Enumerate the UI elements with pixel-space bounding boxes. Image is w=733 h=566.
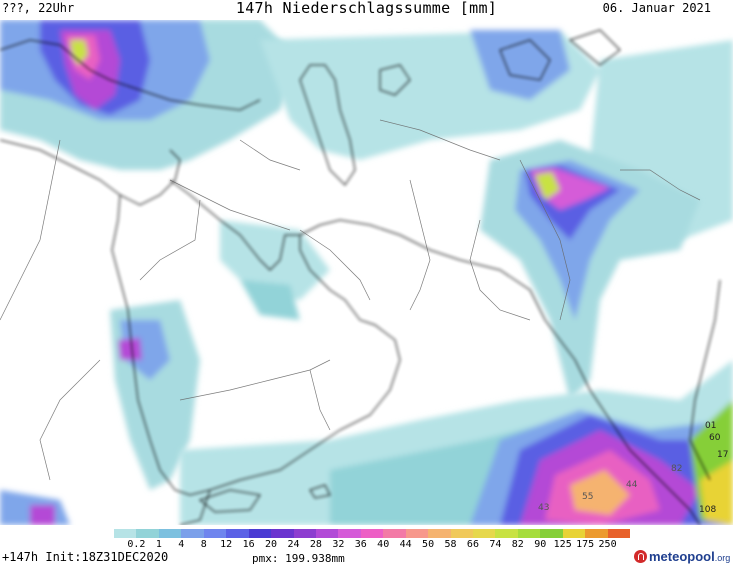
legend-swatch (473, 529, 496, 538)
legend-swatch (517, 529, 541, 538)
precipitation-map-svg: 01 60 17 82 44 55 43 108 (0, 20, 733, 525)
legend-swatch (383, 529, 406, 538)
value-label-43: 43 (538, 503, 549, 513)
precip-field-pakistan (480, 140, 700, 400)
legend-swatch (248, 529, 272, 538)
value-label-60: 60 (709, 433, 721, 443)
max-precip-label: pmx: 199.938mm (252, 552, 345, 565)
legend-tick-label: 250 (598, 539, 617, 550)
precip-field-northwest (0, 20, 300, 170)
value-label-44: 44 (626, 480, 638, 490)
legend-tick-label: 82 (511, 539, 524, 550)
legend-swatch (203, 529, 227, 538)
legend-tick-label: 125 (553, 539, 572, 550)
valid-time-label: ???, 22Uhr (2, 1, 75, 15)
legend-tick-label: 4 (178, 539, 185, 550)
valid-date-label: 06. Januar 2021 (602, 1, 711, 15)
legend-tick-label: 12 (220, 539, 233, 550)
legend-tick-label: 24 (287, 539, 300, 550)
legend-swatch (226, 529, 249, 538)
legend-tick-label: 8 (200, 539, 207, 550)
legend-tick-label: 58 (444, 539, 457, 550)
legend-swatch (495, 529, 518, 538)
map-value-labels: 01 60 17 82 44 55 43 108 (538, 421, 728, 515)
meteopool-logo-icon (634, 549, 647, 563)
legend-tick-label: 90 (534, 539, 547, 550)
legend-tick-label: 20 (265, 539, 278, 550)
legend-swatch (405, 529, 429, 538)
legend-tick-label: 175 (576, 539, 595, 550)
value-label-01: 01 (705, 421, 716, 431)
map-header: ???, 22Uhr 147h Niederschlagssumme [mm] … (0, 0, 733, 20)
precip-field-arabian-sea (180, 360, 733, 525)
legend-tick-label: 36 (354, 539, 367, 550)
legend-swatch (450, 529, 473, 538)
legend-tick-label: 50 (422, 539, 435, 550)
legend-tick-label: 40 (377, 539, 390, 550)
legend-tick-label: 28 (309, 539, 322, 550)
precip-field-iraq (220, 220, 330, 320)
map-title: 147h Niederschlagssumme [mm] (235, 0, 498, 17)
value-label-82: 82 (671, 464, 682, 474)
color-scale-ticks: 0.2 1 4 8 12 16 20 24 28 32 36 40 44 50 58 66 74 82 90 125 1… (114, 539, 630, 551)
logo-text: meteopool (649, 548, 715, 564)
legend-tick-label: 44 (399, 539, 412, 550)
country-borders (0, 119, 701, 481)
legend-tick-label: 1 (155, 539, 162, 550)
legend-swatch (315, 529, 339, 538)
legend-swatch (360, 529, 384, 538)
legend-tick-label: 16 (242, 539, 255, 550)
legend-swatch (540, 529, 563, 538)
legend-swatch (585, 529, 608, 538)
precip-field-red-sea (110, 300, 200, 490)
legend-swatch (136, 529, 159, 538)
value-label-17: 17 (717, 450, 728, 460)
legend-swatch (562, 529, 586, 538)
legend-tick-label: 32 (332, 539, 345, 550)
color-scale-bar (114, 529, 631, 538)
legend-tick-label: 66 (466, 539, 479, 550)
logo-tld: .org (714, 552, 731, 563)
legend-tick-label: 0.2 (127, 539, 146, 550)
precipitation-map[interactable]: 01 60 17 82 44 55 43 108 (0, 20, 733, 525)
value-label-108: 108 (699, 505, 716, 515)
legend-tick-label: 74 (489, 539, 502, 550)
precip-field-southwest (0, 490, 70, 525)
legend-swatch (607, 529, 631, 538)
value-label-55: 55 (582, 492, 593, 502)
init-time-label: +147h Init:18Z31DEC2020 (2, 550, 169, 564)
legend-swatch (114, 529, 137, 538)
legend-swatch (338, 529, 361, 538)
legend-swatch (271, 529, 294, 538)
legend-swatch (428, 529, 451, 538)
legend-swatch (293, 529, 316, 538)
coastlines (0, 29, 721, 525)
meteopool-logo[interactable]: meteopool .org (634, 547, 730, 565)
legend-swatch (158, 529, 182, 538)
legend-swatch (181, 529, 204, 538)
